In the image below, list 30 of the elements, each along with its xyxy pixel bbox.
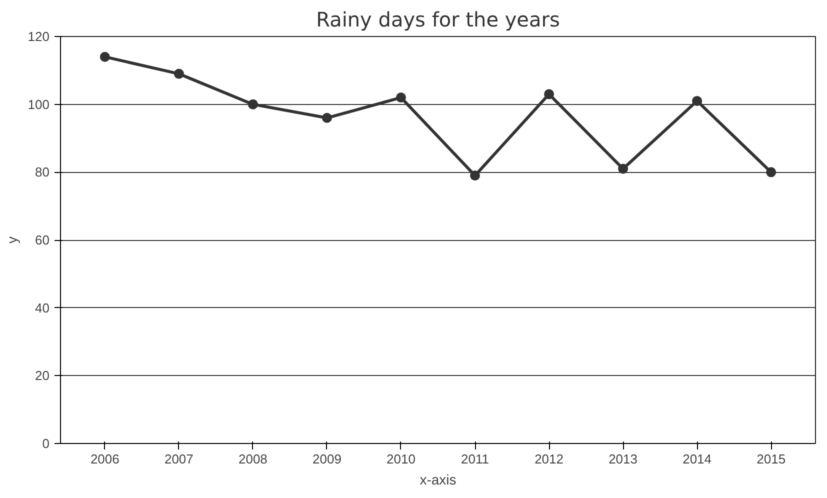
x-tick-label: 2009 <box>312 452 342 466</box>
point <box>544 89 554 100</box>
x-tick-label: 2012 <box>534 452 564 466</box>
point <box>618 164 628 174</box>
point <box>470 170 480 181</box>
point <box>100 52 110 62</box>
point <box>396 92 406 103</box>
y-tick-label: 80 <box>35 164 50 180</box>
point <box>174 68 184 79</box>
point <box>766 167 776 178</box>
y-tick-label: 120 <box>28 29 50 44</box>
x-tick-label: 2007 <box>164 452 194 466</box>
x-tick-label: 2006 <box>90 452 120 466</box>
point <box>322 112 332 123</box>
y-tick-label: 40 <box>35 300 50 316</box>
x-tick-label: 2013 <box>608 452 638 466</box>
x-tick-label: 2008 <box>238 452 268 466</box>
y-axis-title: y <box>4 236 20 244</box>
x-tick-label: 2014 <box>682 452 712 466</box>
chart-title: Rainy days for the years <box>316 8 560 32</box>
point <box>248 99 258 110</box>
point <box>692 96 702 106</box>
x-axis-title: x-axis <box>420 472 456 488</box>
y-tick-label: 0 <box>42 436 50 451</box>
x-tick-label: 2015 <box>756 452 786 466</box>
y-tick-label: 100 <box>28 96 50 112</box>
y-tick-label: 60 <box>35 232 50 248</box>
x-tick-label: 2011 <box>461 452 489 466</box>
x-tick-label: 2010 <box>386 452 416 466</box>
y-tick-label: 20 <box>35 368 50 384</box>
